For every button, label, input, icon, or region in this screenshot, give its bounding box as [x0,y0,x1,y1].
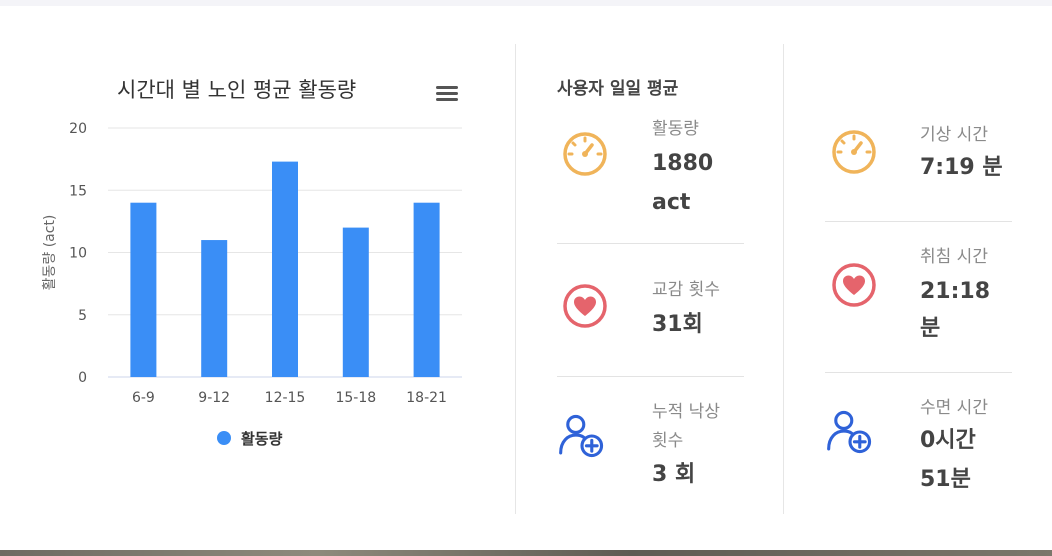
y-tick-label: 5 [78,308,87,324]
x-tick-label: 15-18 [335,390,376,406]
x-tick-label: 18-21 [406,390,447,406]
dashboard-card [0,6,1052,550]
activity-label: 활동량 [652,119,699,139]
sleep-value: 0시간 [920,428,976,453]
gauge-icon [563,132,607,176]
bed-unit: 분 [920,316,941,341]
x-tick-label: 12-15 [265,390,306,406]
add-user-icon [559,414,604,458]
daily-average-title: 사용자 일일 평균 [557,79,679,99]
falls-label-2: 횟수 [652,431,684,451]
interaction-label: 교감 횟수 [652,280,720,300]
heart-icon [563,284,607,328]
y-axis-title: 활동량 (act) [42,215,58,291]
sleep-unit: 51분 [920,467,971,492]
background-strip [0,550,1052,556]
y-tick-label: 15 [69,183,87,199]
falls-label: 누적 낙상 [652,402,720,422]
bar-chart: 0 5 10 15 20 활동량 (act) 6-9 9-12 12-15 15-18 18-21 활… [42,121,462,448]
legend-label: 활동량 [241,430,283,448]
bed-value: 21:18 [920,279,991,304]
bed-label: 취침 시간 [920,247,988,267]
add-user-icon [827,410,872,454]
heart-icon [832,263,876,307]
bar [201,240,228,377]
y-tick-label: 10 [69,246,87,262]
bar [130,202,157,377]
wake-label: 기상 시간 [920,125,988,145]
wake-value: 7:19 분 [920,155,1003,180]
y-tick-label: 0 [78,370,87,386]
hamburger-menu-icon[interactable] [432,82,462,106]
row-divider [557,243,744,244]
activity-unit: act [652,190,691,215]
falls-value: 3 회 [652,462,696,487]
row-divider [825,221,1012,222]
y-tick-label: 20 [69,121,87,137]
bar [272,161,298,377]
x-tick-label: 6-9 [132,390,155,406]
row-divider [825,372,1012,373]
panel-divider [783,44,784,514]
bar [413,202,440,377]
chart-title: 시간대 별 노인 평균 활동량 [117,78,357,102]
legend-marker [217,431,231,445]
activity-value: 1880 [652,151,714,176]
bar [342,227,369,377]
sleep-label: 수면 시간 [920,398,988,418]
x-tick-label: 9-12 [198,390,230,406]
row-divider [557,376,744,377]
interaction-value: 31회 [652,312,703,337]
panel-divider [515,44,516,514]
gauge-icon [832,130,876,174]
